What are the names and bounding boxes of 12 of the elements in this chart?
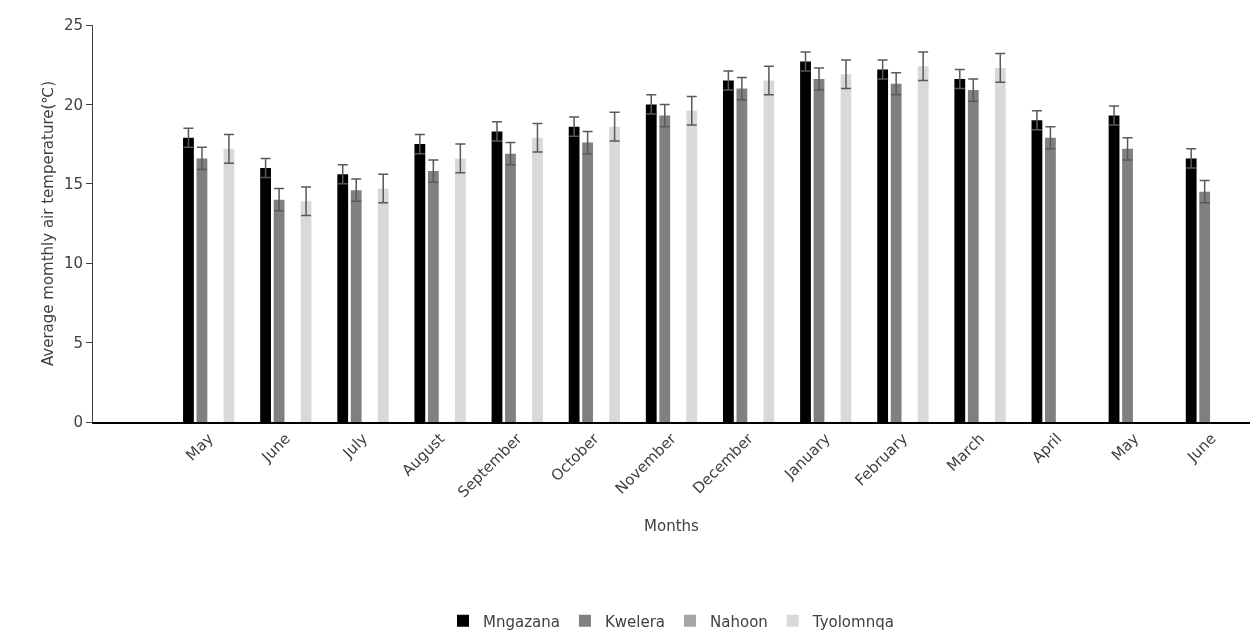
y-axis-title: Average momthly air temperature(℃) xyxy=(39,80,57,367)
legend-label: Tyolomnqa xyxy=(811,612,894,631)
y-tick-label: 0 xyxy=(73,413,83,432)
y-tick-label: 15 xyxy=(63,175,83,194)
y-tick-label: 25 xyxy=(63,16,83,35)
legend-label: Mngazana xyxy=(483,612,560,631)
y-tick-label: 20 xyxy=(63,95,83,114)
y-tick-label: 5 xyxy=(73,333,83,352)
x-axis-title: Months xyxy=(644,516,700,535)
legend-label: Kwelera xyxy=(604,612,666,631)
y-tick-label: 10 xyxy=(63,254,83,273)
legend-label: Nahoon xyxy=(710,612,768,631)
